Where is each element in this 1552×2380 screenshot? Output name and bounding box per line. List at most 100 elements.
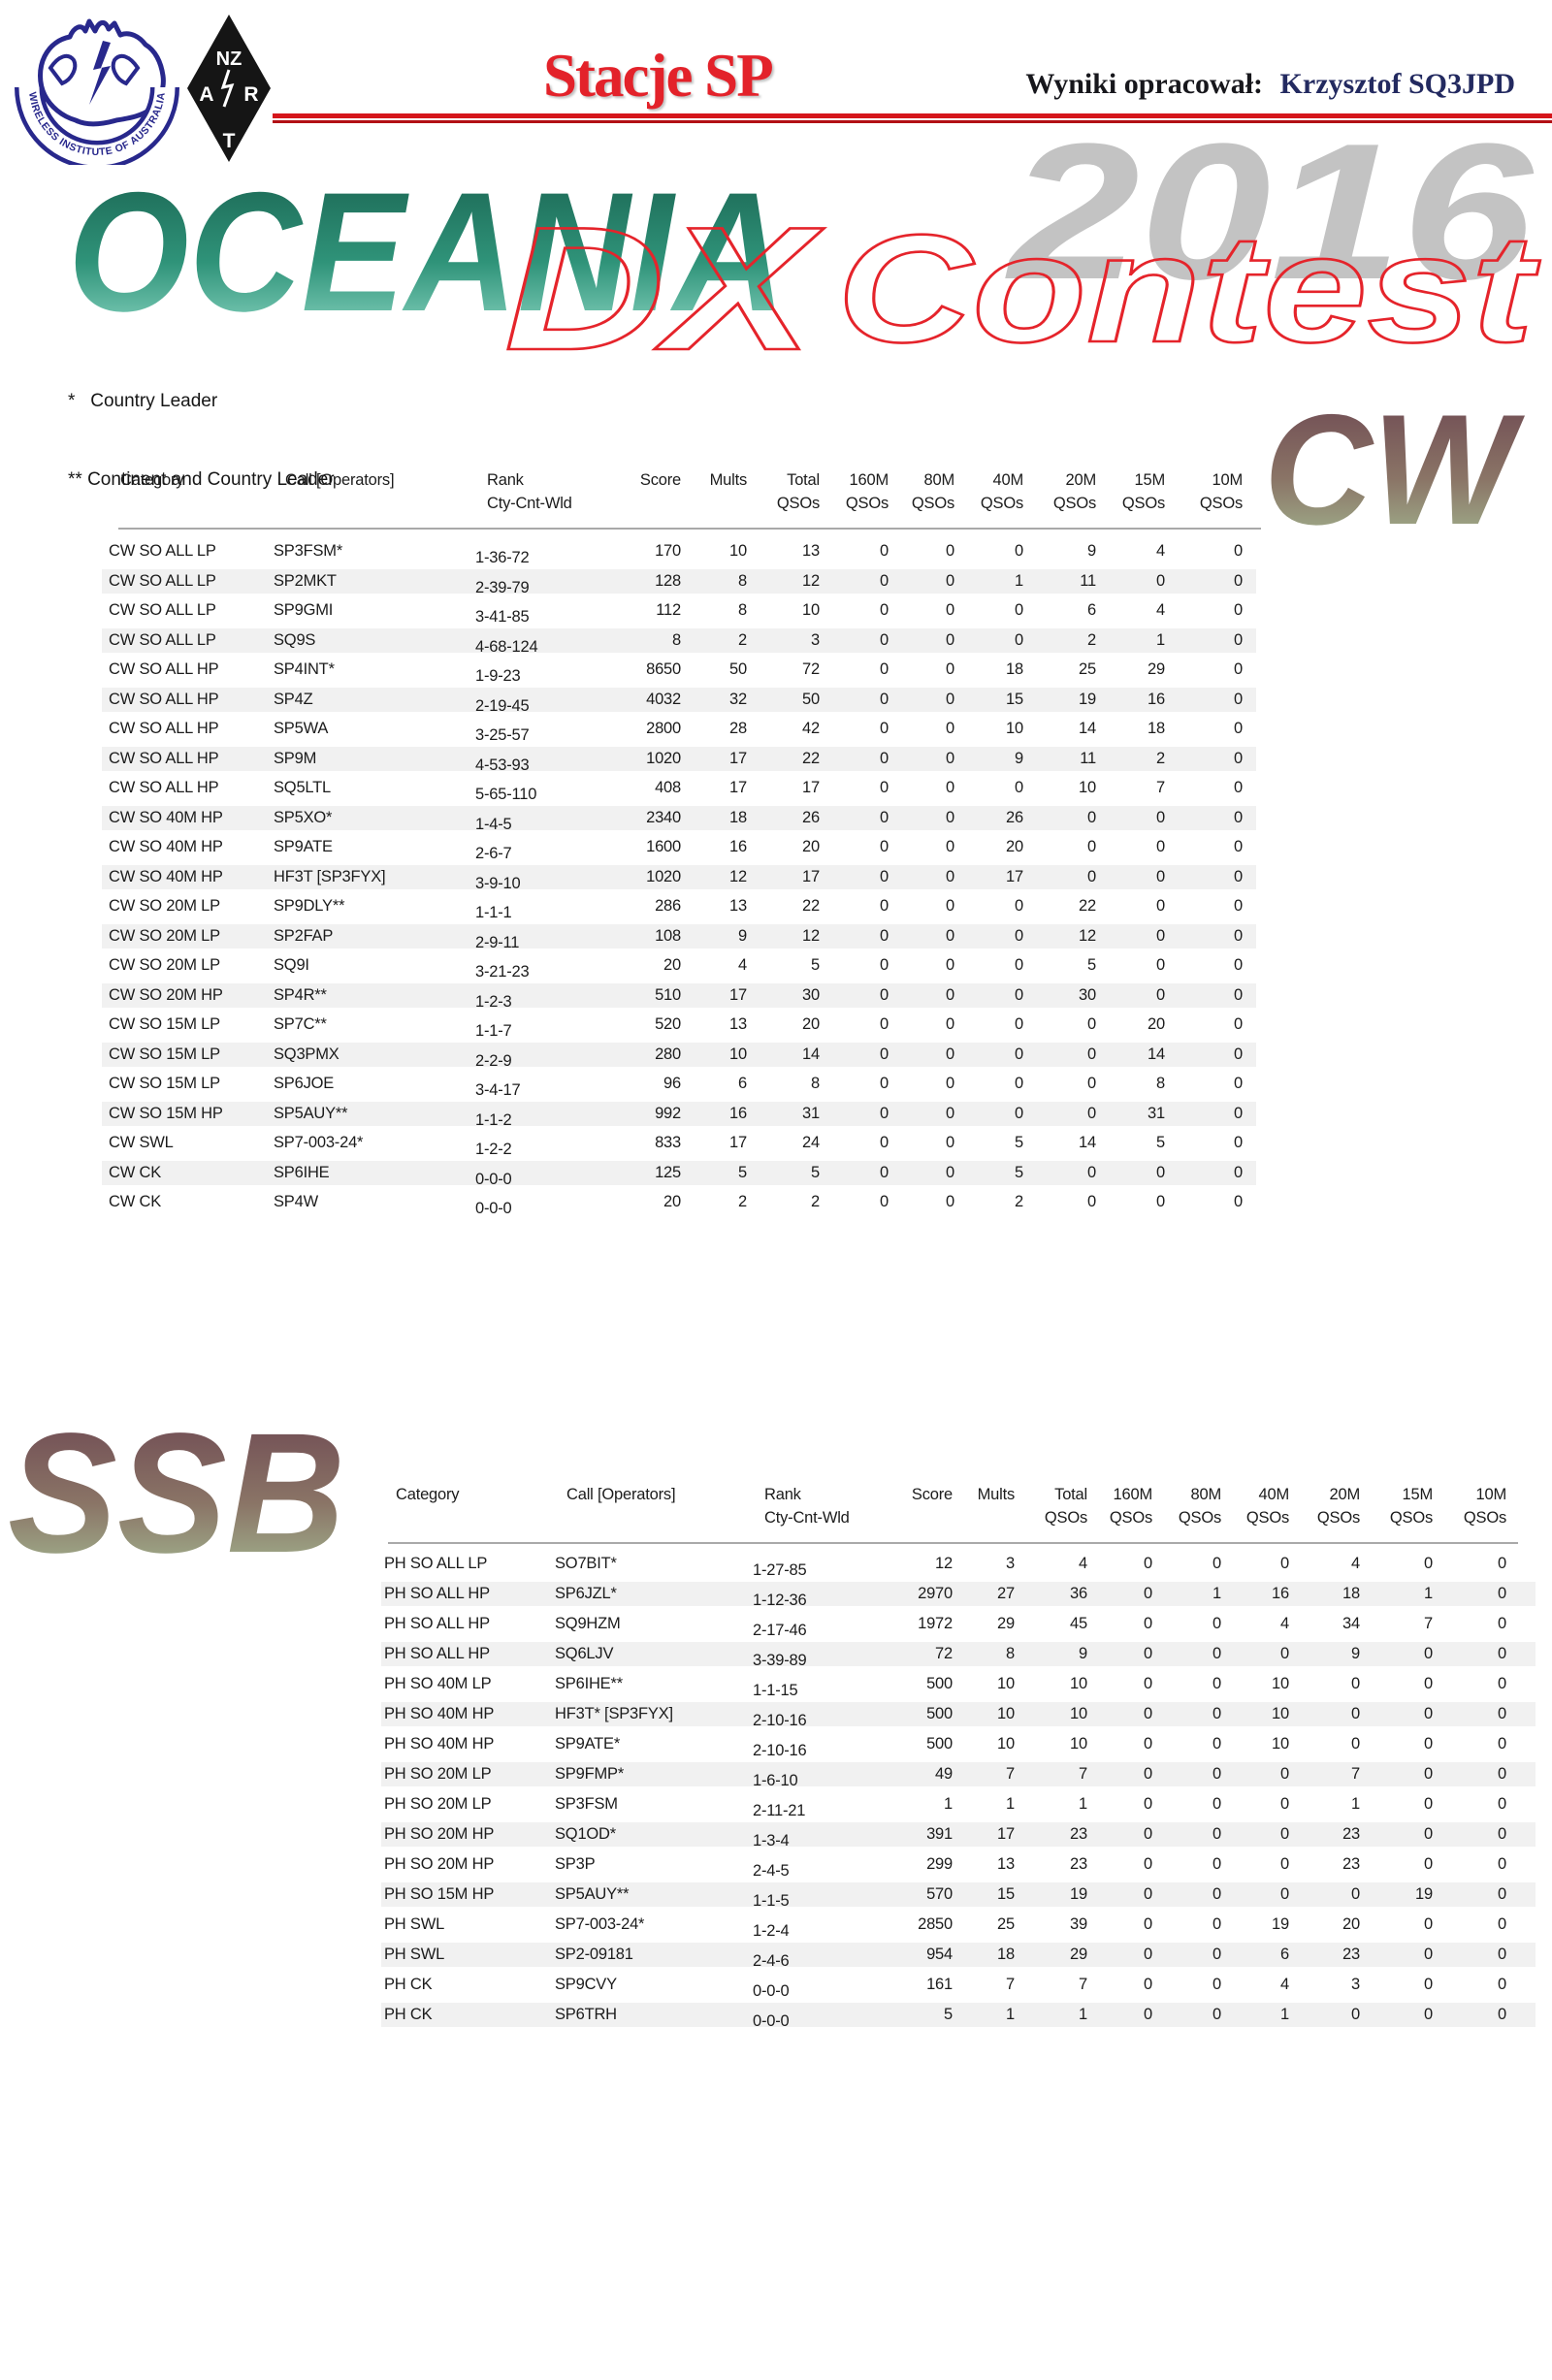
nzart-letter-a: A xyxy=(199,83,213,106)
cell-rank: 3-9-10 xyxy=(475,874,521,892)
cell-160m-qsos: 0 xyxy=(880,897,889,915)
table-row: PH CK SP6TRH 0-0-0 5 1 1 0 0 1 0 0 0 xyxy=(381,2000,1536,2030)
cell-category: CW SO 20M LP xyxy=(109,897,220,915)
cell-40m-qsos: 26 xyxy=(1006,808,1023,826)
cell-mults: 8 xyxy=(1006,1645,1015,1662)
cell-80m-qsos: 0 xyxy=(1212,1705,1221,1722)
cell-score: 112 xyxy=(656,601,681,619)
cell-10m-qsos: 0 xyxy=(1234,749,1243,767)
cell-80m-qsos: 0 xyxy=(946,660,954,678)
cell-160m-qsos: 0 xyxy=(1144,1675,1152,1692)
cell-10m-qsos: 0 xyxy=(1234,1163,1243,1181)
cell-40m-qsos: 0 xyxy=(1015,1015,1023,1033)
table-row: CW SO 40M HP HF3T [SP3FYX] 3-9-10 1020 12 17 0… xyxy=(102,861,1256,892)
cell-rank: 1-2-2 xyxy=(475,1141,512,1158)
cell-rank: 1-4-5 xyxy=(475,815,512,833)
cell-10m-qsos: 0 xyxy=(1234,1134,1243,1151)
cell-80m-qsos: 0 xyxy=(1212,1765,1221,1783)
nzart-diamond-shape xyxy=(187,15,271,162)
cell-40m-qsos: 0 xyxy=(1280,1555,1289,1572)
cell-call: SP2-09181 xyxy=(555,1946,633,1963)
table-row: CW SO 15M LP SP7C** 1-1-7 520 13 20 0 0 0 0 20 0 xyxy=(102,1010,1256,1040)
cell-total-qsos: 12 xyxy=(802,571,820,590)
cell-mults: 32 xyxy=(729,690,747,708)
table-row: CW SO ALL HP SP4INT* 1-9-23 8650 50 72 0 0 18 25 2… xyxy=(102,655,1256,685)
red-divider xyxy=(273,113,1552,123)
table-row: CW CK SP4W 0-0-0 20 2 2 0 0 2 0 0 0 xyxy=(102,1187,1256,1217)
cell-15m-qsos: 0 xyxy=(1424,1915,1433,1933)
table-row: CW SO 20M LP SQ9I 3-21-23 20 4 5 0 0 0 5 0 0 xyxy=(102,950,1256,981)
cell-15m-qsos: 16 xyxy=(1148,690,1165,708)
cell-20m-qsos: 34 xyxy=(1342,1615,1360,1632)
cell-160m-qsos: 0 xyxy=(880,630,889,649)
cell-call: SP9M xyxy=(274,749,317,767)
cell-rank: 0-0-0 xyxy=(475,1170,512,1188)
cell-call: SP5XO* xyxy=(274,808,333,826)
banner-word-contest: Contest xyxy=(837,204,1541,374)
cell-score: 2850 xyxy=(918,1915,953,1933)
red-divider-gap xyxy=(273,118,1552,120)
cell-10m-qsos: 0 xyxy=(1234,897,1243,915)
cell-20m-qsos: 19 xyxy=(1079,690,1096,708)
cell-rank: 1-12-36 xyxy=(753,1592,807,1609)
cell-category: PH SO 40M HP xyxy=(384,1705,495,1722)
cell-10m-qsos: 0 xyxy=(1234,1104,1243,1122)
col-header-80m-qsos: 80M QSOs xyxy=(1178,1486,1221,1527)
cell-10m-qsos: 0 xyxy=(1498,1615,1506,1632)
cell-score: 128 xyxy=(655,571,681,590)
cell-15m-qsos: 1 xyxy=(1424,1585,1433,1602)
cell-rank: 1-1-15 xyxy=(753,1682,798,1699)
cell-80m-qsos: 0 xyxy=(1212,1976,1221,1993)
cell-call: SP6JZL* xyxy=(555,1585,617,1602)
cell-score: 520 xyxy=(655,1015,681,1033)
cell-15m-qsos: 0 xyxy=(1156,897,1165,915)
cell-total-qsos: 29 xyxy=(1070,1946,1087,1963)
cell-category: CW SO ALL HP xyxy=(109,779,219,796)
cell-mults: 17 xyxy=(729,1134,747,1151)
credit-line: Wyniki opracował: Krzysztof SQ3JPD xyxy=(1025,68,1515,101)
cell-total-qsos: 14 xyxy=(802,1045,820,1063)
table-row: PH SO 20M LP SP3FSM 2-11-21 1 1 1 0 0 0 1 0 0 xyxy=(381,1789,1536,1819)
cell-80m-qsos: 0 xyxy=(946,779,954,796)
cell-rank: 1-1-2 xyxy=(475,1110,512,1129)
cell-mults: 25 xyxy=(997,1915,1015,1933)
cell-total-qsos: 10 xyxy=(1070,1675,1087,1692)
cell-mults: 10 xyxy=(997,1675,1015,1692)
cell-category: PH SO 20M LP xyxy=(384,1765,492,1783)
cell-rank: 2-17-46 xyxy=(753,1622,807,1639)
cell-80m-qsos: 0 xyxy=(946,1045,954,1063)
cell-40m-qsos: 10 xyxy=(1272,1735,1289,1753)
cell-call: SP3FSM xyxy=(555,1795,618,1813)
cell-40m-qsos: 0 xyxy=(1280,1825,1289,1843)
cell-call: SP2FAP xyxy=(274,926,334,945)
col-header-160m-qsos: 160M QSOs xyxy=(1109,1486,1152,1527)
cell-160m-qsos: 0 xyxy=(880,779,889,796)
cell-rank: 2-10-16 xyxy=(753,1712,807,1729)
cell-score: 1 xyxy=(944,1795,953,1813)
cell-15m-qsos: 0 xyxy=(1424,1976,1433,1993)
cell-mults: 10 xyxy=(997,1735,1015,1753)
cell-160m-qsos: 0 xyxy=(880,867,889,885)
cell-rank: 4-68-124 xyxy=(475,637,538,656)
cell-40m-qsos: 1 xyxy=(1280,2006,1289,2023)
cell-category: CW SO 40M HP xyxy=(109,808,223,826)
cell-80m-qsos: 0 xyxy=(946,956,954,974)
wia-logo-graphic: WIRELESS INSTITUTE OF AUSTRALIA xyxy=(15,18,179,170)
cell-40m-qsos: 4 xyxy=(1280,1976,1289,1993)
col-header-category: Category xyxy=(396,1486,460,1503)
cell-total-qsos: 20 xyxy=(802,1015,820,1033)
col-header-20m-qsos: 20M QSOs xyxy=(1316,1486,1360,1527)
cell-160m-qsos: 0 xyxy=(1144,1555,1152,1572)
cell-score: 8650 xyxy=(646,660,681,678)
cell-15m-qsos: 0 xyxy=(1156,1193,1165,1210)
cell-score: 2800 xyxy=(646,720,681,737)
cell-10m-qsos: 0 xyxy=(1498,1825,1506,1843)
col-header-20m-qsos: 20M QSOs xyxy=(1052,471,1096,512)
cell-10m-qsos: 0 xyxy=(1234,1193,1243,1210)
cell-15m-qsos: 2 xyxy=(1156,749,1165,767)
ssb-results-table: Category Call [Operators] Rank Cty-Cnt-Wld S… xyxy=(381,1483,1536,2045)
cell-call: SQ3PMX xyxy=(274,1045,340,1063)
cell-40m-qsos: 0 xyxy=(1280,1885,1289,1903)
cell-mults: 8 xyxy=(738,601,747,619)
cell-20m-qsos: 14 xyxy=(1079,1134,1096,1151)
